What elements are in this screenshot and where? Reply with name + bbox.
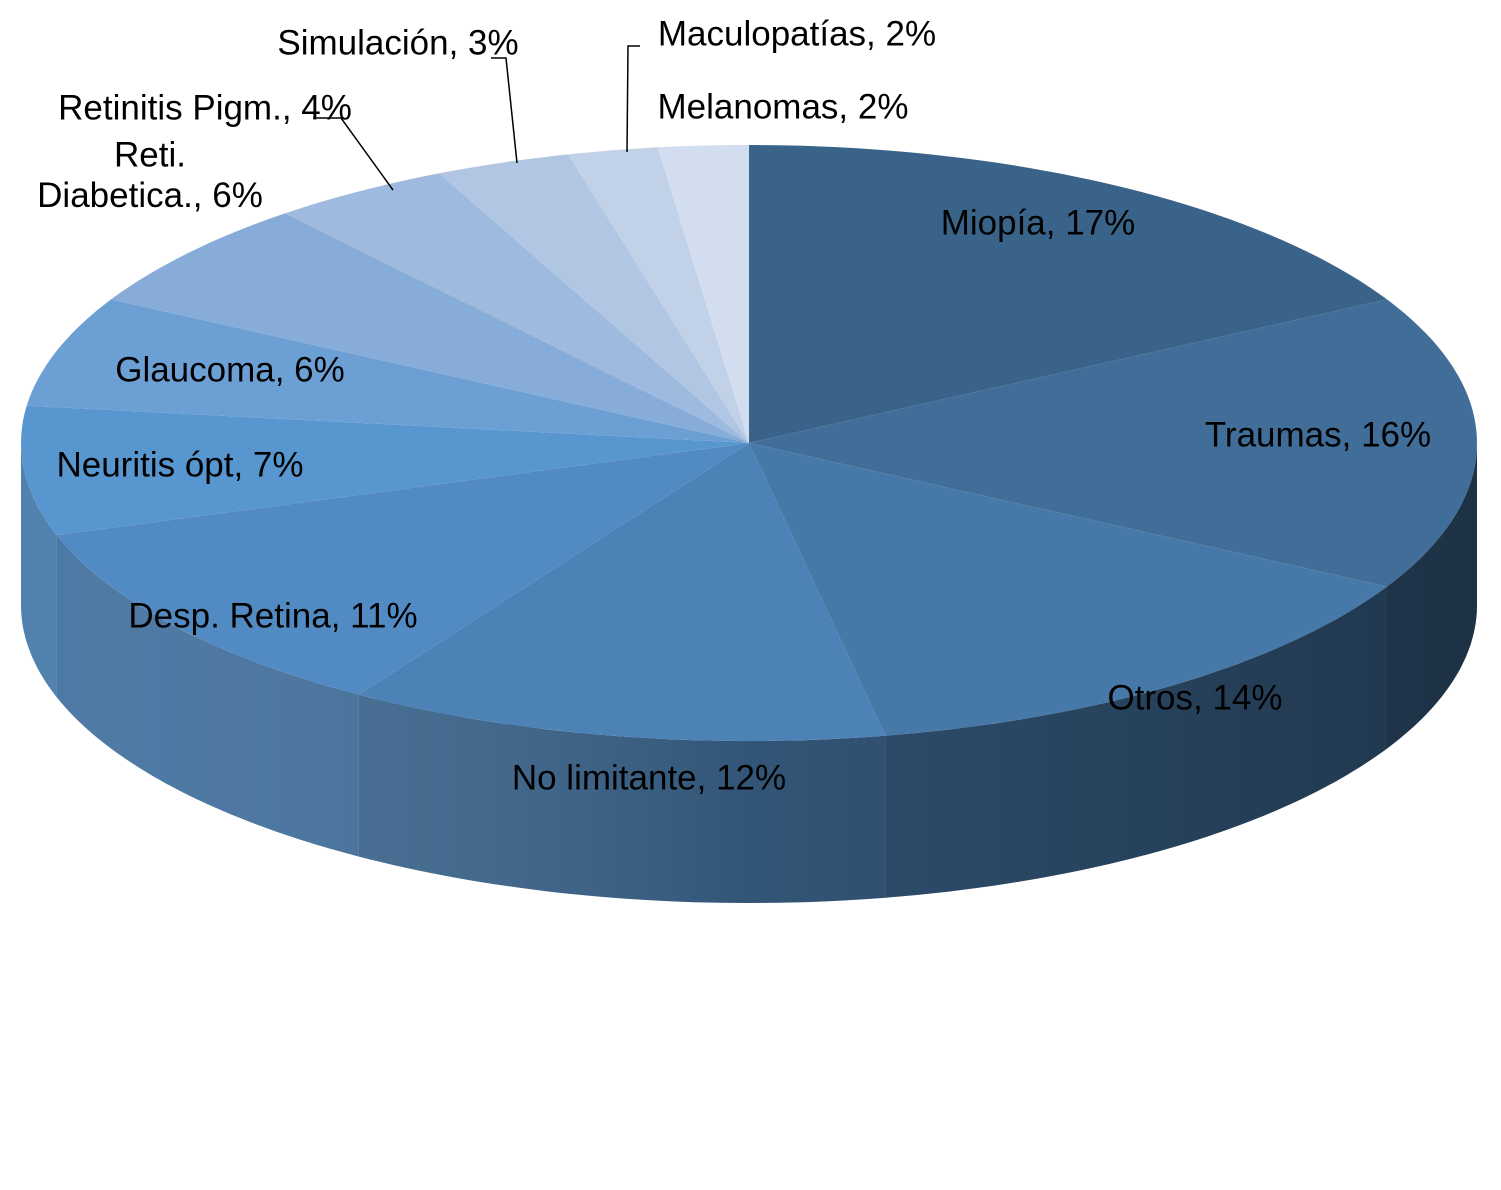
- leader-lines: [313, 45, 640, 191]
- pie-slice-otros: [749, 443, 1387, 736]
- slice-label-neuritis-opt: Neuritis ópt, 7%: [56, 445, 303, 484]
- leader-line-maculopatias: [626, 45, 640, 153]
- slice-labels: Miopía, 17% Traumas, 16% Otros, 14% No limi…: [37, 14, 1431, 797]
- pie-slice-simulacion: [439, 154, 749, 443]
- pie-slice-traumas: [749, 299, 1477, 587]
- slice-label-traumas: Traumas, 16%: [1205, 415, 1431, 454]
- pie-slice-neuritis-opt: [21, 405, 749, 536]
- slice-label-glaucoma: Glaucoma, 6%: [115, 350, 345, 389]
- slice-label-miopia: Miopía, 17%: [941, 203, 1136, 242]
- pie-slice-no-limitante: [358, 443, 886, 741]
- slice-label-reti-diabetica: Reti. Diabetica., 6%: [37, 136, 263, 215]
- slice-label-melanomas: Melanomas, 2%: [658, 87, 909, 126]
- pie-slice-reti-diabetica: [111, 213, 749, 443]
- slice-label-no-limitante: No limitante, 12%: [512, 758, 786, 797]
- pie-slice-glaucoma: [26, 299, 749, 443]
- pie-top-layer: [21, 145, 1477, 741]
- leader-line-simulacion: [491, 57, 518, 164]
- slice-label-simulacion: Simulación, 3%: [277, 23, 518, 62]
- pie-slice-retinitis-pigm: [285, 173, 749, 443]
- slice-label-maculopatias: Maculopatías, 2%: [658, 14, 936, 53]
- pie-slice-miopia: [749, 145, 1387, 443]
- pie-side-layer: [21, 443, 1477, 903]
- leader-line-retinitis-pigm: [313, 117, 394, 191]
- pie-slice-melanomas: [657, 145, 749, 443]
- pie-slice-desp-retina: [56, 443, 750, 695]
- slice-label-otros: Otros, 14%: [1107, 678, 1282, 717]
- pie-slice-maculopatias: [568, 147, 749, 444]
- slice-label-retinitis-pigm: Retinitis Pigm., 4%: [58, 88, 352, 127]
- slice-label-desp-retina: Desp. Retina, 11%: [128, 596, 417, 635]
- pie-side-shading: [21, 443, 1477, 903]
